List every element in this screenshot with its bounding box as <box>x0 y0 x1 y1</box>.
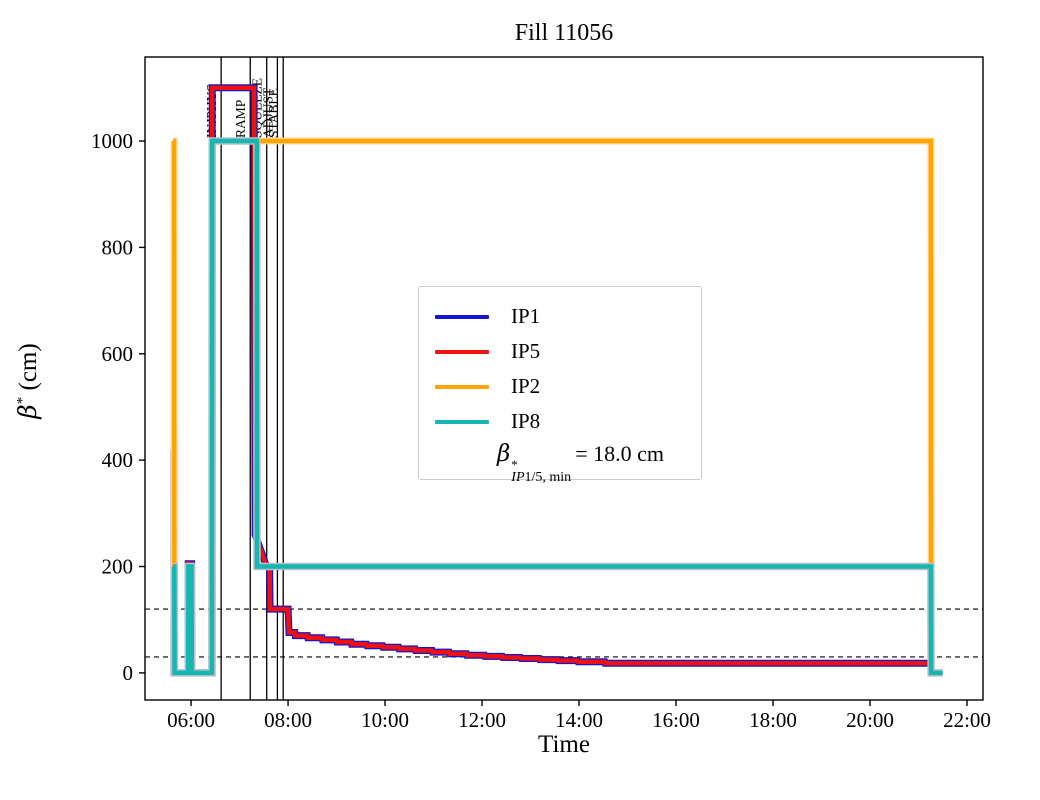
y-tick-label: 200 <box>102 555 134 579</box>
phase-line-label: ADJUST <box>260 87 275 138</box>
x-tick-label: 14:00 <box>555 708 603 732</box>
beta-min-value: = 18.0 cm <box>575 441 664 466</box>
x-tick-label: 18:00 <box>749 708 797 732</box>
x-tick-label: 22:00 <box>943 708 991 732</box>
y-tick-label: 1000 <box>91 129 133 153</box>
legend-label-ip8: IP8 <box>511 409 541 433</box>
phase-line-label: RAMP <box>233 100 248 138</box>
legend-box: IP1 IP5 IP2 IP8 β * IP1/5, min = 18.0 cm <box>418 286 702 485</box>
x-axis-label: Time <box>538 731 590 758</box>
x-tick-label: 16:00 <box>652 708 700 732</box>
x-tick-label: 12:00 <box>458 708 506 732</box>
phase-line-label: STABLE <box>266 88 281 138</box>
y-axis-label-sup: * <box>14 396 31 405</box>
series-line-ip8 <box>172 138 943 676</box>
y-tick-label: 400 <box>102 448 134 472</box>
y-axis-label-beta: β <box>13 404 42 419</box>
y-axis-label: β* (cm) <box>13 291 43 471</box>
legend-label-ip1: IP1 <box>511 304 541 328</box>
legend-swatch-ip2 <box>435 384 489 389</box>
legend-swatch-ip1 <box>435 314 489 319</box>
x-tick-label: 20:00 <box>846 708 894 732</box>
axes-spines <box>144 56 984 701</box>
x-tick-label: 06:00 <box>167 708 215 732</box>
y-tick-label: 600 <box>102 342 134 366</box>
legend-item-ip1: IP1 <box>435 299 701 334</box>
beta-min-annotation: β * IP1/5, min = 18.0 cm <box>497 441 664 485</box>
y-tick-label: 0 <box>123 661 134 685</box>
y-tick-label: 800 <box>102 235 134 259</box>
x-tick-label: 10:00 <box>361 708 409 732</box>
legend-item-ip8: IP8 <box>435 404 701 439</box>
legend-item-ip2: IP2 <box>435 369 701 404</box>
legend-swatch-ip8 <box>435 419 489 424</box>
chart-title: Fill 11056 <box>514 20 614 46</box>
legend-swatch-ip5 <box>435 349 489 354</box>
x-tick-label: 08:00 <box>264 708 312 732</box>
legend-label-ip2: IP2 <box>511 374 541 398</box>
y-axis-label-units: (cm) <box>15 343 42 397</box>
legend-label-ip5: IP5 <box>511 339 541 363</box>
legend-item-ip5: IP5 <box>435 334 701 369</box>
